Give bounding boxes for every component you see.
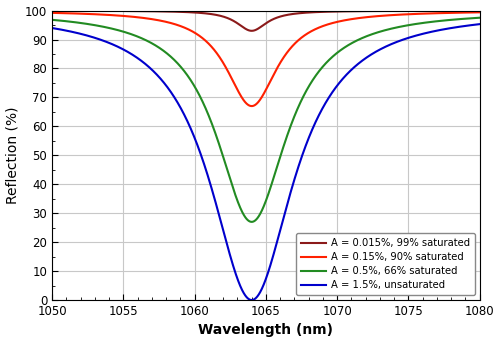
Line: A = 0.5%, 66% saturated: A = 0.5%, 66% saturated <box>52 18 480 222</box>
A = 0.15%, 90% saturated <box>49 11 55 15</box>
A = 0.015%, 99% saturated <box>476 9 482 13</box>
A = 1.5%, unsaturated <box>70 30 76 34</box>
A = 0.15%, 90% saturated <box>204 40 210 44</box>
A = 1.5%, unsaturated <box>321 104 327 108</box>
Line: A = 1.5%, unsaturated: A = 1.5%, unsaturated <box>52 24 480 300</box>
Y-axis label: Reflection (%): Reflection (%) <box>6 107 20 204</box>
A = 0.5%, 66% saturated <box>321 63 327 68</box>
A = 0.5%, 66% saturated <box>389 26 395 31</box>
A = 1.5%, unsaturated <box>248 298 254 302</box>
A = 0.015%, 99% saturated <box>389 9 395 13</box>
A = 0.015%, 99% saturated <box>49 9 55 13</box>
A = 0.15%, 90% saturated <box>302 33 308 37</box>
A = 0.15%, 90% saturated <box>476 10 482 14</box>
A = 1.5%, unsaturated <box>49 26 55 30</box>
A = 0.015%, 99% saturated <box>366 9 372 13</box>
A = 0.15%, 90% saturated <box>321 24 327 28</box>
A = 1.5%, unsaturated <box>366 54 372 58</box>
Legend: A = 0.015%, 99% saturated, A = 0.15%, 90% saturated, A = 0.5%, 66% saturated, A : A = 0.015%, 99% saturated, A = 0.15%, 90… <box>296 233 474 295</box>
A = 0.5%, 66% saturated <box>248 220 254 224</box>
A = 1.5%, unsaturated <box>476 22 482 26</box>
A = 0.15%, 90% saturated <box>70 11 76 15</box>
A = 0.015%, 99% saturated <box>248 29 254 33</box>
A = 0.015%, 99% saturated <box>204 11 210 15</box>
A = 0.5%, 66% saturated <box>366 33 372 37</box>
Line: A = 0.015%, 99% saturated: A = 0.015%, 99% saturated <box>52 11 480 31</box>
A = 0.5%, 66% saturated <box>476 16 482 20</box>
A = 1.5%, unsaturated <box>204 171 210 175</box>
Line: A = 0.15%, 90% saturated: A = 0.15%, 90% saturated <box>52 12 480 106</box>
A = 0.5%, 66% saturated <box>204 109 210 114</box>
A = 0.5%, 66% saturated <box>302 91 308 95</box>
A = 0.15%, 90% saturated <box>366 15 372 19</box>
A = 1.5%, unsaturated <box>302 145 308 149</box>
A = 0.015%, 99% saturated <box>302 11 308 15</box>
A = 0.015%, 99% saturated <box>70 9 76 13</box>
A = 0.015%, 99% saturated <box>321 10 327 14</box>
X-axis label: Wavelength (nm): Wavelength (nm) <box>198 323 334 338</box>
A = 0.5%, 66% saturated <box>49 18 55 22</box>
A = 0.15%, 90% saturated <box>389 13 395 17</box>
A = 0.5%, 66% saturated <box>70 20 76 24</box>
A = 1.5%, unsaturated <box>389 42 395 46</box>
A = 0.15%, 90% saturated <box>248 104 254 108</box>
